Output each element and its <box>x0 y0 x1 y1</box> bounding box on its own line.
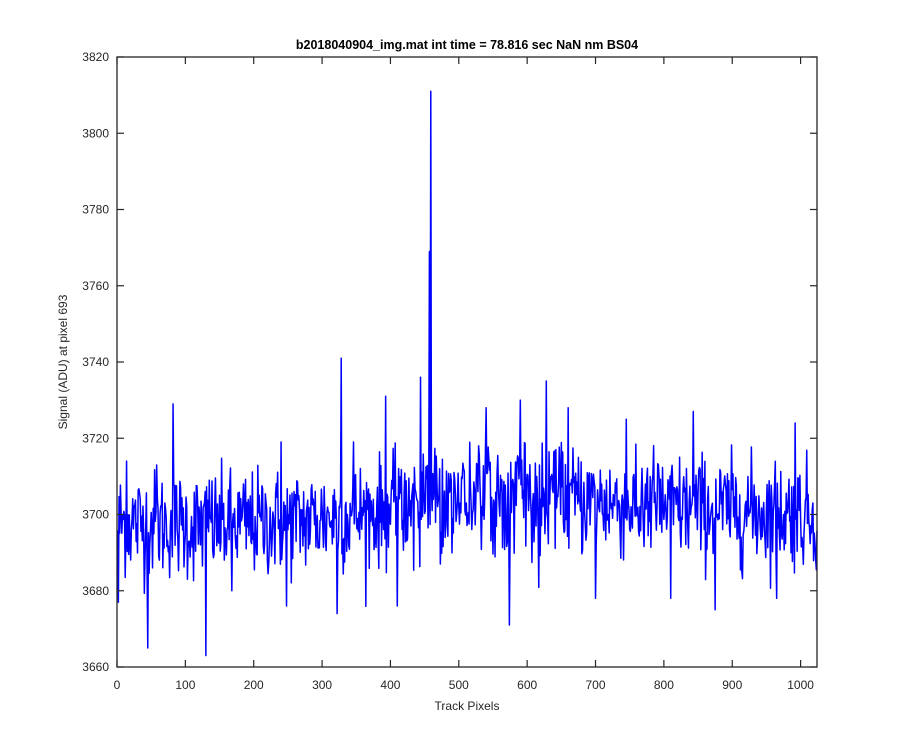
chart-title: b2018040904_img.mat int time = 78.816 se… <box>296 38 638 52</box>
y-axis-label: Signal (ADU) at pixel 693 <box>56 294 70 429</box>
x-tick-label: 600 <box>517 678 537 692</box>
x-tick-label: 200 <box>244 678 264 692</box>
ticks-layer: 0 100 200 300 400 500 600 700 800 900 1000 3660 3680… <box>82 50 817 692</box>
y-tick-label: 3660 <box>82 660 109 674</box>
y-tick-label: 3820 <box>82 50 109 64</box>
y-tick-label: 3720 <box>82 431 109 445</box>
series-layer <box>116 90 818 657</box>
x-axis-label: Track Pixels <box>435 699 500 713</box>
x-tick-label: 400 <box>380 678 400 692</box>
plot-frame <box>116 56 818 668</box>
y-tick-label: 3740 <box>82 355 109 369</box>
y-tick-label: 3680 <box>82 584 109 598</box>
x-tick-label: 100 <box>175 678 195 692</box>
y-tick-label: 3760 <box>82 279 109 293</box>
x-tick-label: 1000 <box>787 678 814 692</box>
x-tick-label: 700 <box>586 678 606 692</box>
x-tick-label: 500 <box>449 678 469 692</box>
x-tick-label: 900 <box>722 678 742 692</box>
axes: 0 100 200 300 400 500 600 700 800 900 1000 3660 3680… <box>82 50 818 692</box>
y-tick-label: 3700 <box>82 508 109 522</box>
y-tick-label: 3780 <box>82 203 109 217</box>
x-tick-label: 800 <box>654 678 674 692</box>
x-tick-label: 300 <box>312 678 332 692</box>
signal-series-line <box>116 90 818 657</box>
y-tick-label: 3800 <box>82 126 109 140</box>
x-tick-label: 0 <box>114 678 121 692</box>
